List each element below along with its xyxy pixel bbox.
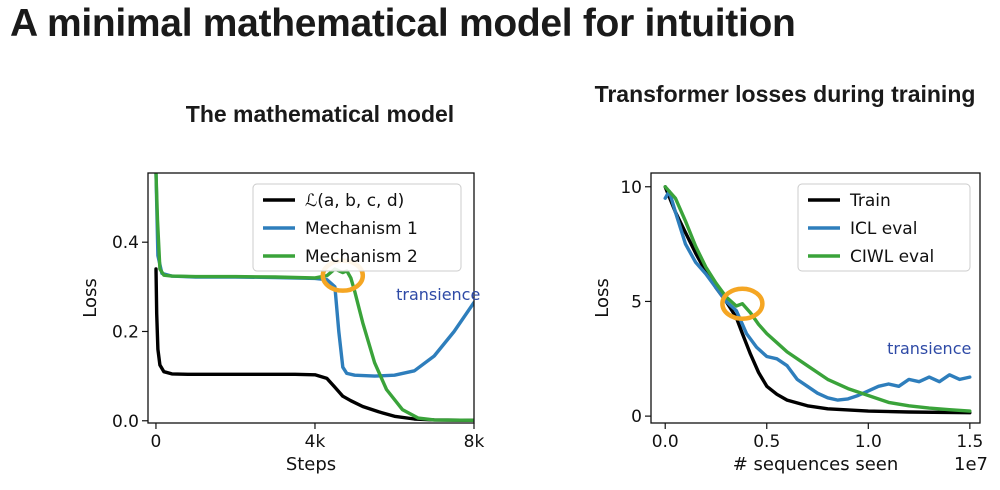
legend-entry: ICL eval xyxy=(850,219,917,239)
legend: ℒ(a, b, c, d) Mechanism 1 Mechanism 2 xyxy=(252,183,462,272)
legend-entry: Train xyxy=(849,191,891,211)
axes-frame xyxy=(650,172,981,424)
series-line-3 xyxy=(663,185,972,413)
x-tick-label: 8k xyxy=(464,432,485,452)
x-tick-label: 0 xyxy=(151,432,162,452)
chart-title-transformer: Transformer losses during training xyxy=(594,81,976,107)
chart-2: 0.0 0.5 1.0 1.5 0 5 10 # sequences seen Loss 1e7 t… xyxy=(592,172,988,475)
y-tick-label: 0.4 xyxy=(112,233,139,253)
x-axis-multiplier: 1e7 xyxy=(954,454,988,475)
x-tick-label: 1.0 xyxy=(855,432,882,452)
y-tick-label: 10 xyxy=(620,178,642,198)
legend-entry: Mechanism 1 xyxy=(305,219,418,239)
y-tick-label: 0.0 xyxy=(112,412,139,432)
series-line-2 xyxy=(663,189,972,402)
legend-entry: ℒ(a, b, c, d) xyxy=(305,191,404,211)
x-axis-label: Steps xyxy=(286,454,336,475)
x-axis-label: # sequences seen xyxy=(733,454,899,475)
legend-entry: Mechanism 2 xyxy=(305,247,418,267)
legend-box xyxy=(797,183,971,272)
legend-entry: CIWL eval xyxy=(850,247,934,267)
chart-1: 0 4k 8k 0.0 0.2 0.4 Steps Loss transience ℒ(a, b,… xyxy=(80,172,485,475)
y-tick-label: 0 xyxy=(631,407,642,427)
highlight-circle xyxy=(720,286,765,321)
axes-frame xyxy=(147,172,475,424)
chart-title-math-model: The mathematical model xyxy=(185,101,455,127)
y-axis-label: Loss xyxy=(592,278,613,317)
x-tick-label: 1.5 xyxy=(956,432,983,452)
series-line-1 xyxy=(154,267,474,422)
x-tick-label: 0.5 xyxy=(753,432,780,452)
y-tick-label: 0.2 xyxy=(112,322,139,342)
transience-annotation: transience xyxy=(887,339,971,358)
series-line-1 xyxy=(663,185,972,415)
y-axis-label: Loss xyxy=(80,278,101,317)
x-tick-label: 0.0 xyxy=(652,432,679,452)
legend-box xyxy=(252,183,462,272)
y-tick-label: 5 xyxy=(631,292,642,312)
slide-title: A minimal mathematical model for intuiti… xyxy=(10,2,796,45)
x-tick-label: 4k xyxy=(305,432,326,452)
transience-annotation: transience xyxy=(396,285,480,304)
legend: Train ICL eval CIWL eval xyxy=(797,183,971,272)
